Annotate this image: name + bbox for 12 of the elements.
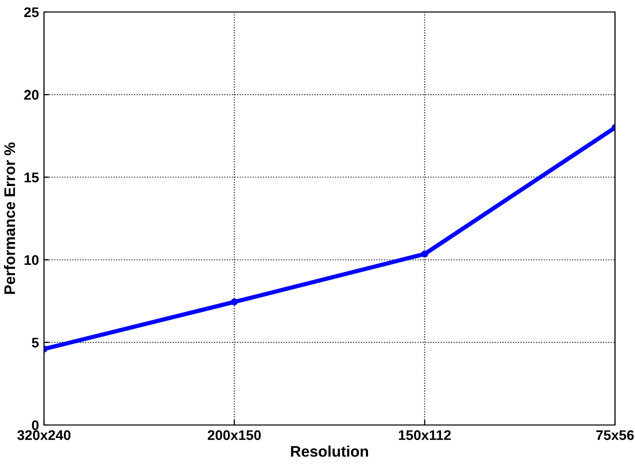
y-tick-label: 15	[24, 172, 39, 182]
x-tick-label: 320x240	[17, 430, 70, 440]
x-axis-title: Resolution	[291, 446, 368, 457]
x-tick-label: 200x150	[208, 430, 261, 440]
y-axis-title: Performance Error %	[4, 142, 16, 294]
x-tick-label: 75x56	[596, 430, 634, 440]
x-tick-label: 150x112	[398, 430, 451, 440]
y-tick-label: 0	[32, 420, 39, 430]
y-tick-label: 10	[24, 255, 39, 265]
y-tick-label: 25	[24, 7, 39, 18]
y-tick-label: 20	[24, 90, 39, 100]
y-tick-label: 5	[32, 338, 39, 348]
